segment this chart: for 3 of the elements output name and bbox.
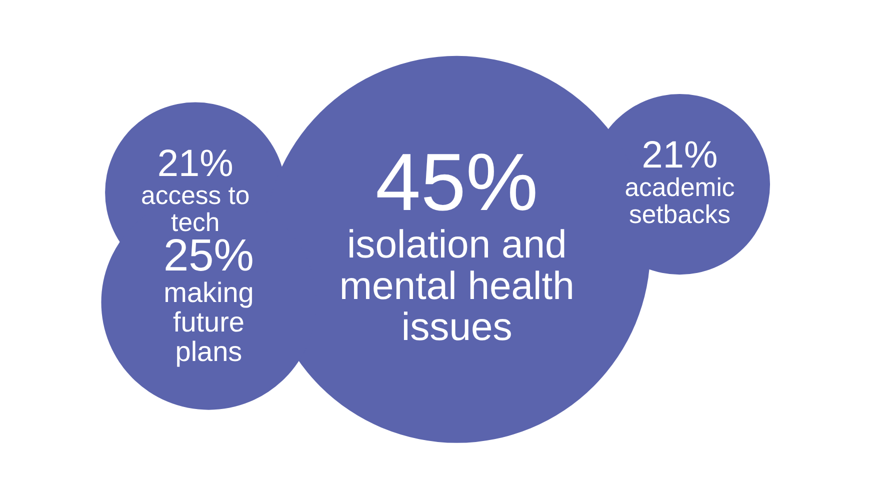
data-label: 21% [157, 142, 234, 185]
category-label: making future plans [164, 277, 254, 367]
category-label: access to tech [141, 182, 250, 238]
